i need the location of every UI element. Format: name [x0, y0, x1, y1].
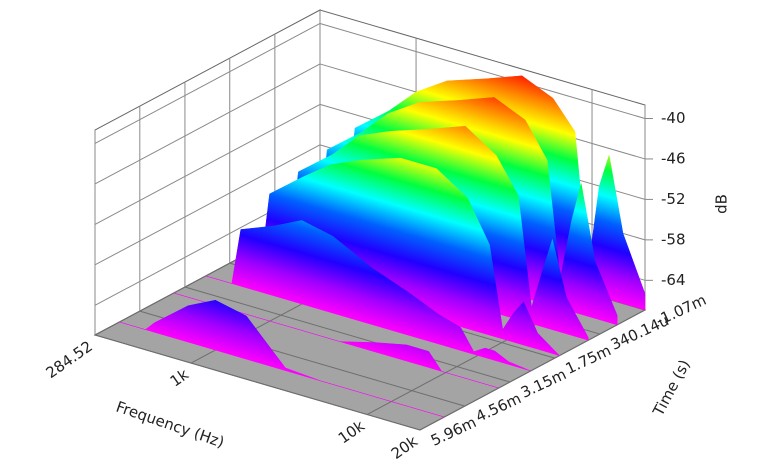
z-tick-label: -46 — [661, 149, 686, 167]
grid-line — [94, 63, 321, 185]
grid-line — [94, 144, 321, 266]
x-tick-label: 10k — [335, 417, 368, 448]
x-tick-label: 20k — [388, 432, 421, 462]
z-tick-label: -58 — [661, 230, 686, 248]
surface-slice — [205, 220, 531, 372]
z-tick-label: -64 — [661, 271, 686, 289]
grid-line — [94, 103, 321, 225]
x-axis-title: Frequency (Hz) — [114, 398, 227, 452]
z-tick-label: -40 — [661, 109, 686, 127]
grid-line — [419, 309, 646, 431]
z-tick-label: -52 — [661, 190, 686, 208]
x-tick-label: 1k — [167, 365, 193, 390]
surface-slice — [119, 299, 445, 418]
y-axis-title: Time (s) — [649, 357, 694, 420]
grid-line — [319, 23, 646, 119]
z-axis-title: dB — [713, 194, 731, 214]
x-tick-label: 284.52 — [43, 337, 96, 382]
grid-line — [94, 334, 421, 431]
surface-slice — [173, 292, 499, 389]
grid-line — [94, 23, 321, 144]
grid-line — [184, 286, 511, 383]
